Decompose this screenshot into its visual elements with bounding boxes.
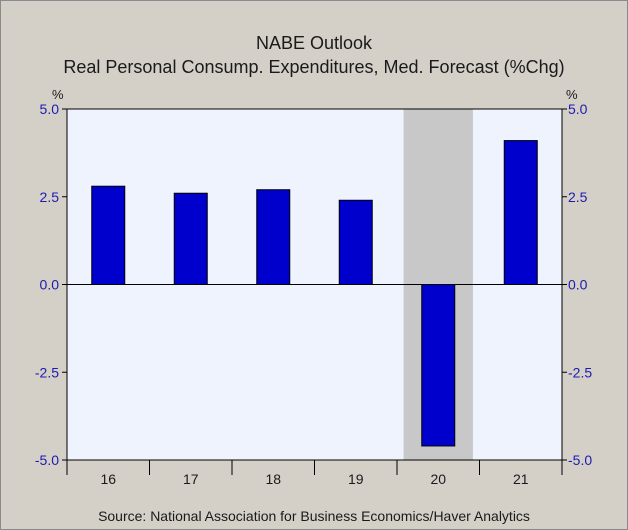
x-tick-label: 21: [513, 471, 529, 487]
left-tick-label: -5.0: [35, 452, 59, 468]
left-axis-unit: %: [52, 87, 64, 102]
chart-subtitle: Real Personal Consump. Expenditures, Med…: [63, 57, 565, 77]
source-note: Source: National Association for Busines…: [98, 508, 530, 524]
left-tick-label: 5.0: [40, 101, 60, 117]
chart-title: NABE Outlook: [255, 33, 373, 53]
right-axis-unit: %: [566, 87, 578, 102]
left-tick-label: 0.0: [40, 277, 60, 293]
right-tick-label: -5.0: [568, 452, 592, 468]
bar-19: [338, 199, 373, 285]
left-tick-label: 2.5: [40, 189, 60, 205]
bar-20: [421, 284, 456, 447]
x-tick-label: 16: [100, 471, 116, 487]
x-tick-label: 17: [183, 471, 199, 487]
right-tick-label: 0.0: [568, 277, 588, 293]
x-tick-label: 18: [265, 471, 281, 487]
right-tick-label: -2.5: [568, 364, 592, 380]
bar-16: [91, 185, 126, 285]
x-tick-label: 19: [348, 471, 364, 487]
right-tick-label: 2.5: [568, 189, 588, 205]
right-tick-label: 5.0: [568, 101, 588, 117]
bar-21: [503, 140, 538, 285]
bar-18: [256, 189, 291, 285]
x-tick-label: 20: [430, 471, 446, 487]
bar-17: [173, 192, 208, 286]
left-tick-label: -2.5: [35, 364, 59, 380]
